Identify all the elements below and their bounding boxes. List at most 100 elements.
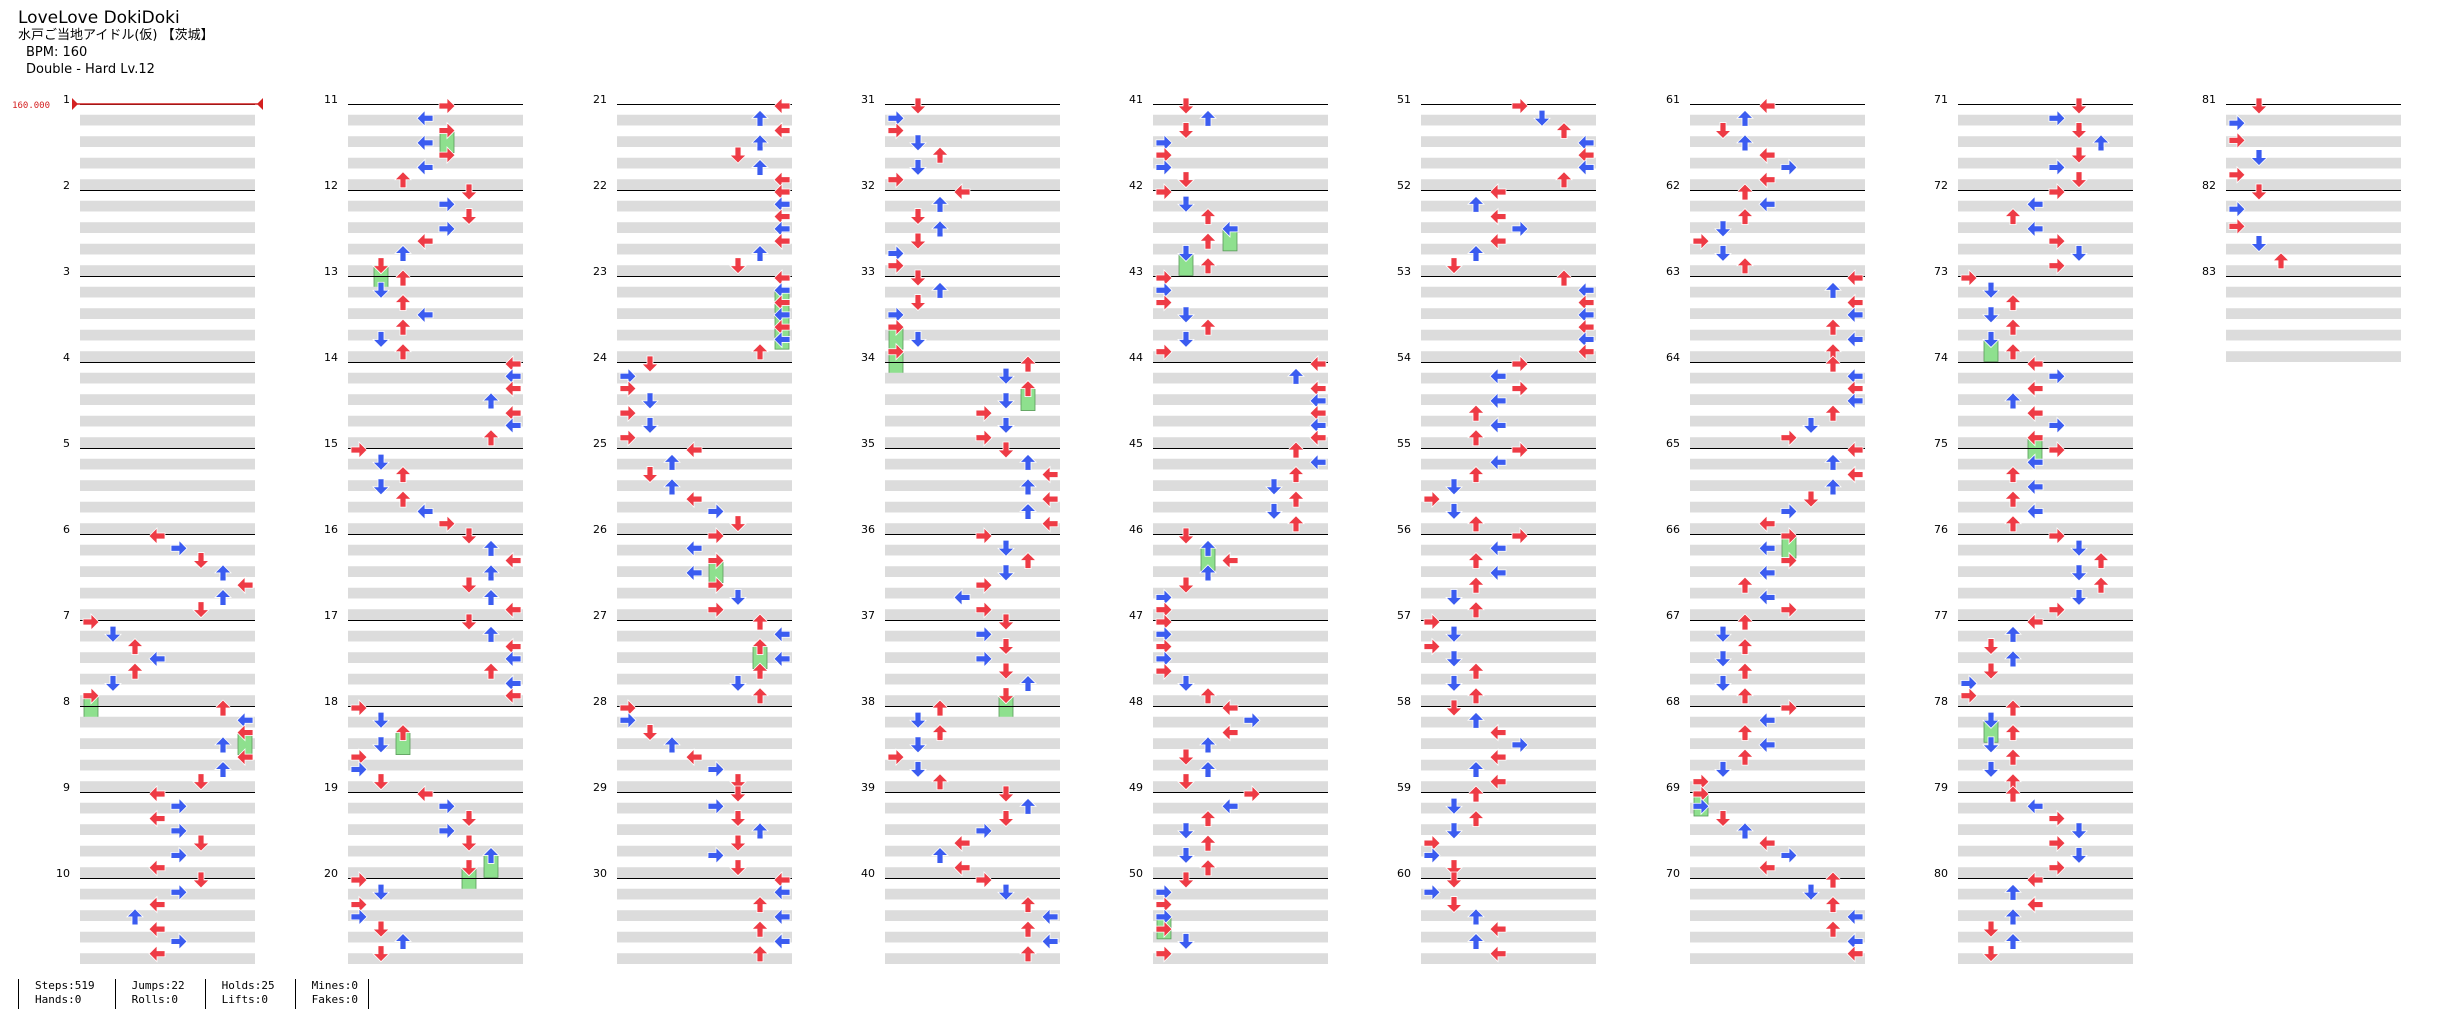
- measure-stripe: [1958, 609, 2133, 620]
- measure-stripe: [617, 673, 792, 685]
- measure: 48: [1129, 695, 1328, 792]
- measure: 80: [1934, 867, 2133, 964]
- step-arrow: [909, 97, 927, 115]
- measure-stripe: [80, 179, 255, 190]
- measure-stripe: [1421, 458, 1596, 470]
- measure-stripe: [80, 501, 255, 513]
- measure-number: 26: [593, 523, 607, 536]
- measure-number: 44: [1129, 351, 1143, 364]
- measure-stripe: [2226, 179, 2401, 190]
- measure-stripe: [1153, 845, 1328, 857]
- measure: 19: [324, 781, 523, 891]
- measure-stripe: [348, 609, 523, 620]
- measure-number: 7: [63, 609, 70, 622]
- measure: 11: [324, 93, 523, 190]
- measure-stripe: [885, 286, 1060, 298]
- measure-stripe: [1690, 953, 1865, 964]
- measure-number: 27: [593, 609, 607, 622]
- song-title: LoveLove DokiDoki: [18, 8, 180, 28]
- measure: 9: [63, 781, 255, 878]
- measure-stripe: [1421, 351, 1596, 362]
- measure-stripe: [2226, 329, 2401, 341]
- measure: 46: [1129, 523, 1328, 620]
- measure-stripe: [80, 673, 255, 685]
- measure-number: 16: [324, 523, 338, 536]
- measure: 55: [1397, 437, 1596, 534]
- measure-stripe: [885, 630, 1060, 642]
- measure-number: 62: [1666, 179, 1680, 192]
- measure-stripe: [348, 587, 523, 599]
- measure-stripe: [2226, 200, 2401, 212]
- measure-stripe: [348, 523, 523, 534]
- measure-stripe: [348, 824, 523, 835]
- measure-number: 61: [1666, 93, 1680, 106]
- measure-stripe: [1421, 802, 1596, 814]
- measure-stripe: [1690, 888, 1865, 900]
- measure-stripe: [1690, 265, 1865, 276]
- measure-stripe: [1421, 695, 1596, 706]
- measure-stripe: [348, 802, 523, 814]
- measure-stripe: [1153, 609, 1328, 620]
- measure: 17: [324, 609, 523, 706]
- measure-number: 83: [2202, 265, 2216, 278]
- measure-stripe: [1153, 222, 1328, 233]
- measure-stripe: [1153, 372, 1328, 384]
- measure-number: 30: [593, 867, 607, 880]
- measure-number: 47: [1129, 609, 1143, 622]
- measure-number: 50: [1129, 867, 1143, 880]
- measure-stripe: [1421, 480, 1596, 491]
- measure: 41: [1129, 93, 1328, 190]
- measure: 76: [1934, 523, 2133, 620]
- measure-number: 36: [861, 523, 875, 536]
- measure-stripe: [80, 265, 255, 276]
- measure-stripe: [617, 243, 792, 255]
- measure-stripe: [1153, 544, 1328, 556]
- measure-stripe: [1421, 609, 1596, 620]
- measure-number: 60: [1397, 867, 1411, 880]
- measure-stripe: [1958, 243, 2133, 255]
- step-arrow: [1511, 97, 1529, 115]
- measure-stripe: [1153, 329, 1328, 341]
- measure-stripe: [617, 630, 792, 642]
- measure-stripe: [617, 329, 792, 341]
- measure-stripe: [1421, 437, 1596, 448]
- measure-stripe: [617, 308, 792, 319]
- measure: 26: [593, 523, 792, 620]
- measure-number: 72: [1934, 179, 1948, 192]
- measure-stripe: [80, 329, 255, 341]
- measure-number: 42: [1129, 179, 1143, 192]
- measure-stripe: [80, 372, 255, 384]
- measure-number: 6: [63, 523, 70, 536]
- measure-number: 76: [1934, 523, 1948, 536]
- measure-stripe: [348, 458, 523, 470]
- measure-stripe: [1421, 781, 1596, 792]
- measure-number: 75: [1934, 437, 1948, 450]
- measure-stripe: [1958, 652, 2133, 663]
- measure-number: 74: [1934, 351, 1948, 364]
- measure: 30: [593, 867, 792, 964]
- measure-stripe: [1153, 394, 1328, 405]
- measure-number: 40: [861, 867, 875, 880]
- bpm-text: BPM: 160: [26, 45, 88, 60]
- measure-stripe: [348, 695, 523, 706]
- measure-stripe: [885, 415, 1060, 427]
- measure: 58: [1397, 695, 1596, 792]
- measure-stripe: [348, 222, 523, 233]
- measure-stripe: [348, 372, 523, 384]
- measure-stripe: [80, 415, 255, 427]
- measure-stripe: [1421, 759, 1596, 771]
- measure: 3: [63, 265, 255, 362]
- measure-stripe: [1421, 200, 1596, 212]
- measure-stripe: [1153, 179, 1328, 190]
- step-arrow: [438, 97, 456, 115]
- measure-stripe: [1690, 673, 1865, 685]
- measure-stripe: [1421, 157, 1596, 169]
- measure: 45: [1129, 437, 1328, 534]
- measure-stripe: [80, 200, 255, 212]
- measure: 21: [593, 93, 792, 190]
- measure: 78: [1934, 695, 2133, 792]
- measure: 54: [1397, 351, 1596, 448]
- measure: 52: [1397, 179, 1596, 276]
- measure-number: 32: [861, 179, 875, 192]
- measure-stripe: [885, 114, 1060, 126]
